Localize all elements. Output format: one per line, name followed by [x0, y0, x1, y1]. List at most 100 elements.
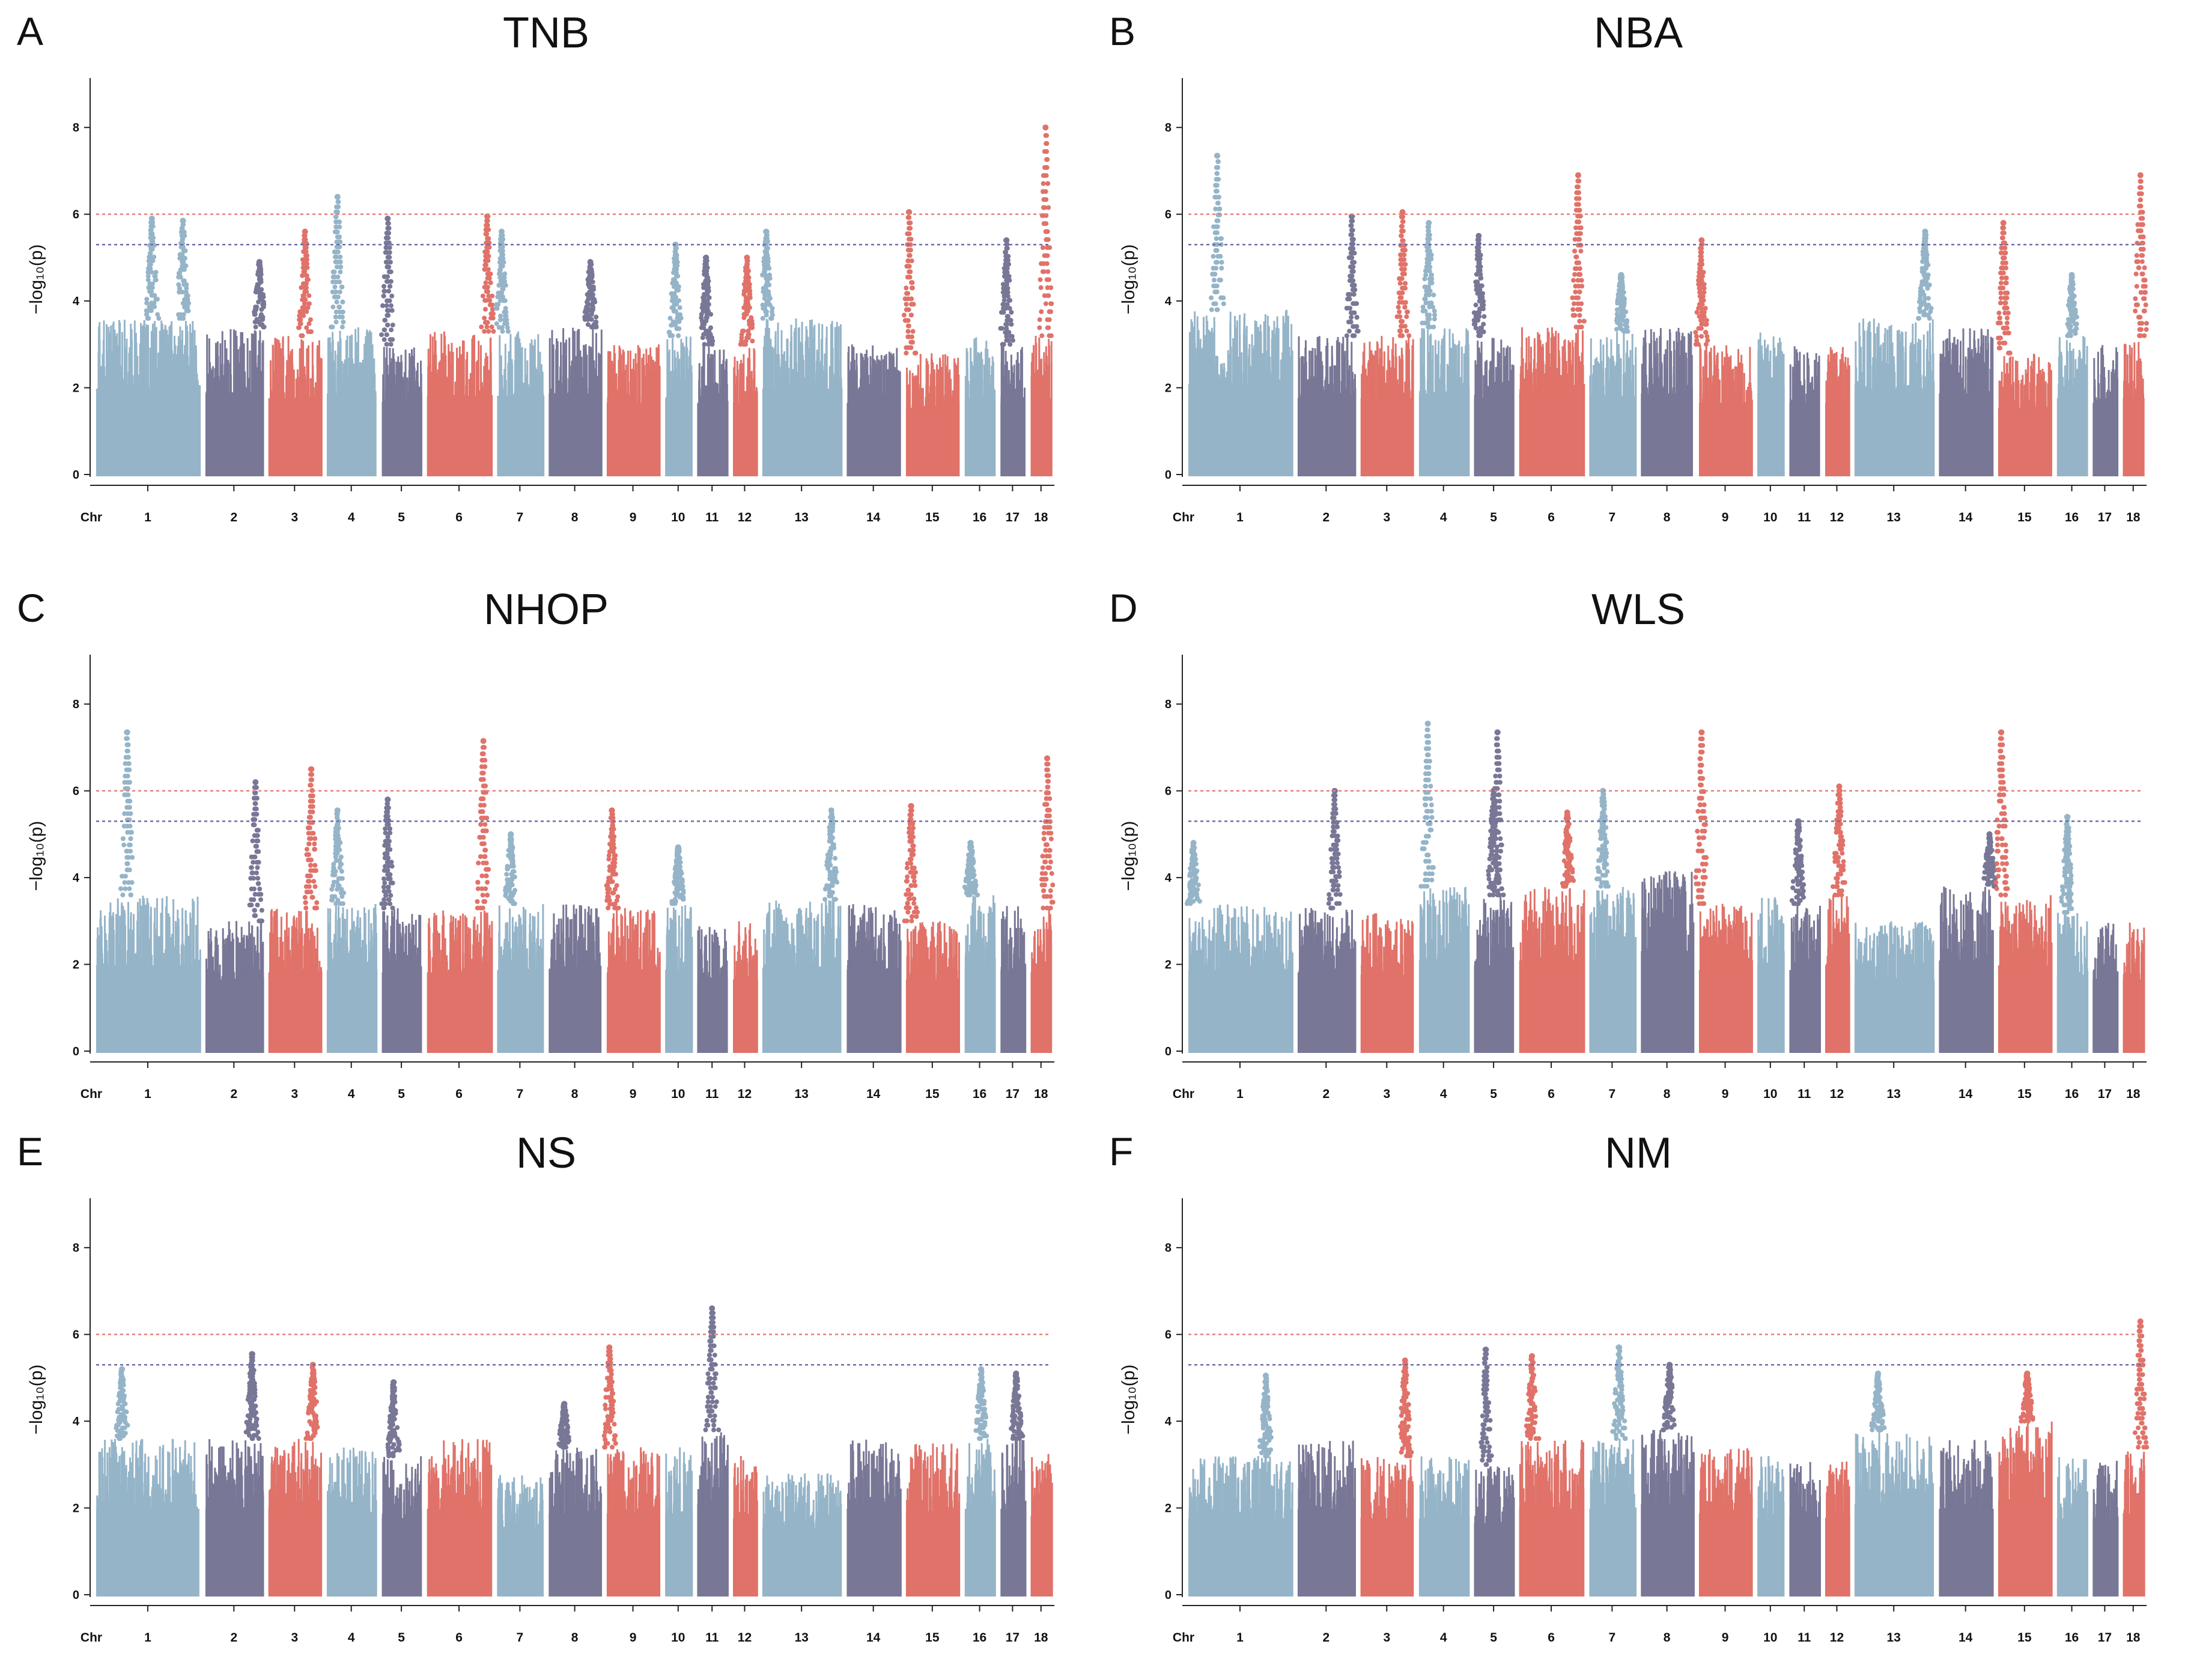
chromosome-block-14: [1939, 886, 1994, 1053]
peak-top-point: [302, 228, 308, 235]
chromosome-label: 15: [925, 1631, 940, 1645]
peak-chr16: [962, 840, 980, 897]
peak-top-point: [1875, 1370, 1882, 1377]
chromosome-label: 6: [1548, 511, 1555, 524]
panel-label: A: [17, 8, 43, 54]
chromosome-block-9: [606, 344, 661, 476]
chromosome-label: 5: [398, 1087, 405, 1101]
peak-chr2: [1326, 787, 1343, 911]
peak-top-point: [561, 1401, 568, 1407]
chromosome-block-12: [1825, 895, 1850, 1053]
peak-chr11: [703, 1305, 722, 1433]
chromosome-label: 4: [348, 1087, 355, 1101]
chromosome-block-8: [1641, 327, 1693, 476]
chromosome-block-2: [205, 329, 264, 476]
y-tick-label: 4: [73, 872, 80, 885]
chromosome-label: 6: [455, 511, 463, 524]
y-axis-label: −log₁₀(p): [26, 1365, 46, 1435]
y-tick-label: 4: [1165, 872, 1172, 885]
peak-top-point: [1575, 172, 1581, 178]
peak-chr3: [302, 766, 320, 911]
peak-top-point: [1491, 787, 1497, 794]
chromosome-label: 9: [630, 1087, 637, 1101]
y-tick-label: 2: [73, 382, 79, 395]
chromosome-block-3: [268, 336, 323, 476]
chromosome-block-17: [1000, 906, 1027, 1053]
peak-chr2: [252, 259, 267, 330]
chromosome-label: 6: [1548, 1631, 1555, 1645]
peak-top-point: [1424, 720, 1431, 727]
peak-top-point: [1042, 124, 1049, 131]
peak-chr8: [1661, 1362, 1677, 1433]
chromosome-label: 1: [1236, 1087, 1244, 1101]
x-axis-label: Chr: [1173, 1631, 1194, 1645]
peak-top-point: [606, 1344, 613, 1351]
chromosome-label: 17: [1006, 1087, 1020, 1101]
chromosome-block-1: [96, 320, 201, 476]
peak-top-point: [508, 831, 514, 837]
peak-top-point: [256, 259, 263, 265]
chromosome-block-18: [2123, 1451, 2145, 1597]
chart-title: WLS: [1092, 585, 2184, 634]
peak-chr4: [1420, 220, 1437, 330]
peak-top-point: [1483, 1346, 1489, 1353]
peak-top-point: [252, 779, 259, 786]
chromosome-label: 16: [2065, 1631, 2079, 1645]
chromosome-label: 17: [2098, 1087, 2112, 1101]
chromosome-block-16: [2056, 1457, 2088, 1597]
y-tick-label: 8: [73, 121, 79, 135]
peak-top-point: [1564, 809, 1570, 816]
chromosome-block-11: [1789, 1462, 1821, 1597]
peak-top-point: [499, 228, 505, 235]
peak-top-point: [967, 840, 974, 846]
chromosome-block-1: [1188, 904, 1293, 1053]
chromosome-label: 16: [2065, 511, 2079, 524]
peak-top-point: [1426, 220, 1432, 226]
peak-top-point: [1262, 1372, 1269, 1379]
panel-b: B NBA 0 2 4 6 8 −log₁₀(p) Chr 1 2 3 4 5 6 7 8 9 10 11 12 13…: [1092, 0, 2184, 560]
chromosome-label: 8: [1664, 511, 1671, 524]
chromosome-label: 13: [794, 1087, 808, 1101]
chromosome-block-17: [2092, 1461, 2119, 1597]
y-tick-label: 6: [1165, 208, 1172, 222]
chromosome-label: 7: [1609, 1631, 1616, 1645]
chromosome-block-5: [1474, 338, 1515, 476]
chromosome-label: 1: [1236, 1631, 1244, 1645]
peak-chr3: [296, 228, 314, 338]
chromosome-label: 3: [1383, 511, 1390, 524]
chromosome-label: 16: [2065, 1087, 2079, 1101]
chromosome-block-3: [268, 909, 323, 1053]
chromosome-block-9: [1698, 345, 1753, 476]
peak-chr2: [247, 779, 264, 924]
y-tick-label: 0: [1165, 469, 1172, 482]
chromosome-block-5: [381, 347, 422, 476]
peak-top-point: [148, 215, 155, 222]
chromosome-block-4: [1418, 887, 1470, 1053]
peak-top-point: [908, 802, 914, 809]
peak-chr11: [699, 254, 716, 347]
chromosome-block-6: [1519, 327, 1585, 476]
peak-chr15: [2019, 1370, 2035, 1424]
peak-chr17: [998, 237, 1015, 347]
y-tick-label: 6: [73, 1329, 79, 1342]
chromosome-block-16: [2056, 912, 2089, 1053]
chromosome-block-6: [1519, 1440, 1585, 1597]
chromosome-block-12: [733, 921, 758, 1053]
chromosome-block-11: [1789, 346, 1820, 476]
peak-chr6: [1524, 1353, 1542, 1441]
chromosome-block-16: [964, 1439, 996, 1597]
chromosome-label: 17: [1006, 1631, 1020, 1645]
peak-chr2: [243, 1351, 261, 1441]
peak-top-point: [308, 766, 315, 772]
y-axis-label: −log₁₀(p): [26, 821, 46, 891]
chromosome-block-7: [1589, 1439, 1637, 1597]
chromosome-block-10: [665, 905, 693, 1053]
chromosome-label: 7: [517, 1631, 524, 1645]
chromosome-label: 3: [291, 1631, 298, 1645]
chromosome-label: 14: [866, 511, 881, 524]
chromosome-block-4: [1418, 328, 1470, 476]
peak-chr6: [479, 213, 496, 334]
peak-top-point: [1836, 783, 1843, 790]
peak-chr1: [1257, 1372, 1274, 1458]
